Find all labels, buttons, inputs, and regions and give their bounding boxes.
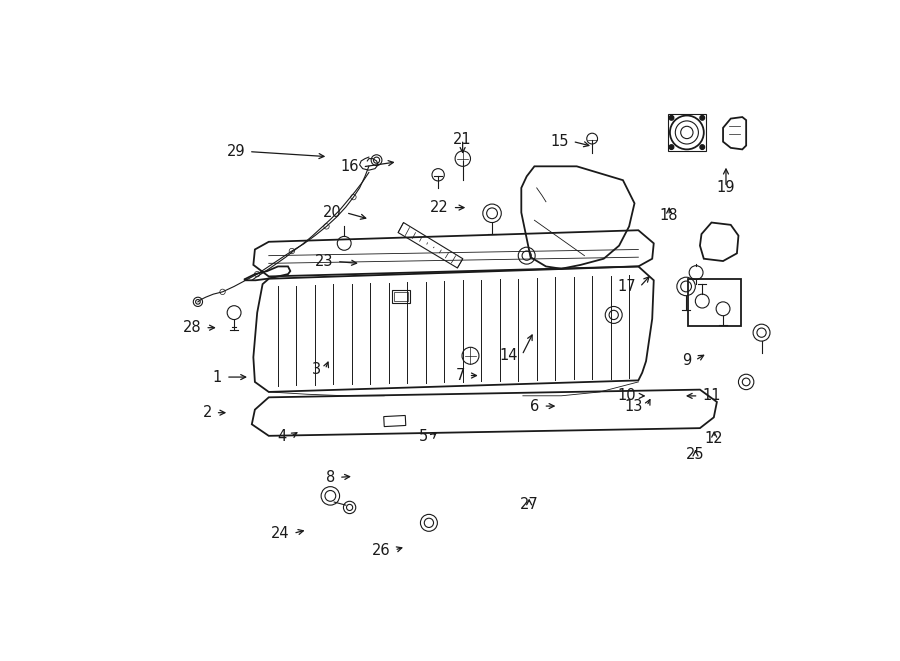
Bar	[688, 279, 741, 327]
Text: 19: 19	[716, 180, 735, 195]
Text: 5: 5	[418, 429, 428, 444]
Text: 4: 4	[277, 429, 286, 444]
Text: 11: 11	[702, 389, 721, 403]
Text: 12: 12	[705, 431, 724, 446]
Circle shape	[700, 116, 705, 120]
Text: 10: 10	[617, 389, 636, 403]
Text: 16: 16	[340, 159, 359, 175]
Text: 28: 28	[183, 320, 202, 335]
Text: 27: 27	[520, 497, 538, 512]
Circle shape	[670, 145, 674, 149]
Text: 22: 22	[430, 200, 449, 215]
Bar	[668, 114, 706, 151]
Text: 20: 20	[323, 205, 342, 220]
Text: 25: 25	[686, 447, 705, 463]
Bar	[394, 292, 408, 301]
Circle shape	[700, 145, 705, 149]
Text: 2: 2	[202, 405, 211, 420]
Text: 14: 14	[500, 348, 518, 363]
Bar	[392, 290, 410, 303]
Text: 24: 24	[271, 525, 290, 541]
Text: 23: 23	[314, 254, 333, 269]
Text: 9: 9	[682, 353, 691, 368]
Text: 29: 29	[227, 144, 245, 159]
Text: 17: 17	[617, 280, 636, 295]
Text: 6: 6	[530, 399, 540, 414]
Circle shape	[670, 116, 674, 120]
Text: 18: 18	[660, 208, 679, 223]
Text: 21: 21	[454, 132, 472, 147]
Text: 8: 8	[326, 470, 335, 485]
Text: 15: 15	[550, 134, 569, 149]
Text: 3: 3	[312, 362, 321, 377]
Text: 13: 13	[625, 399, 643, 414]
Bar	[383, 416, 406, 426]
Text: 26: 26	[372, 543, 391, 558]
Text: 7: 7	[455, 368, 464, 383]
Text: 1: 1	[213, 369, 222, 385]
